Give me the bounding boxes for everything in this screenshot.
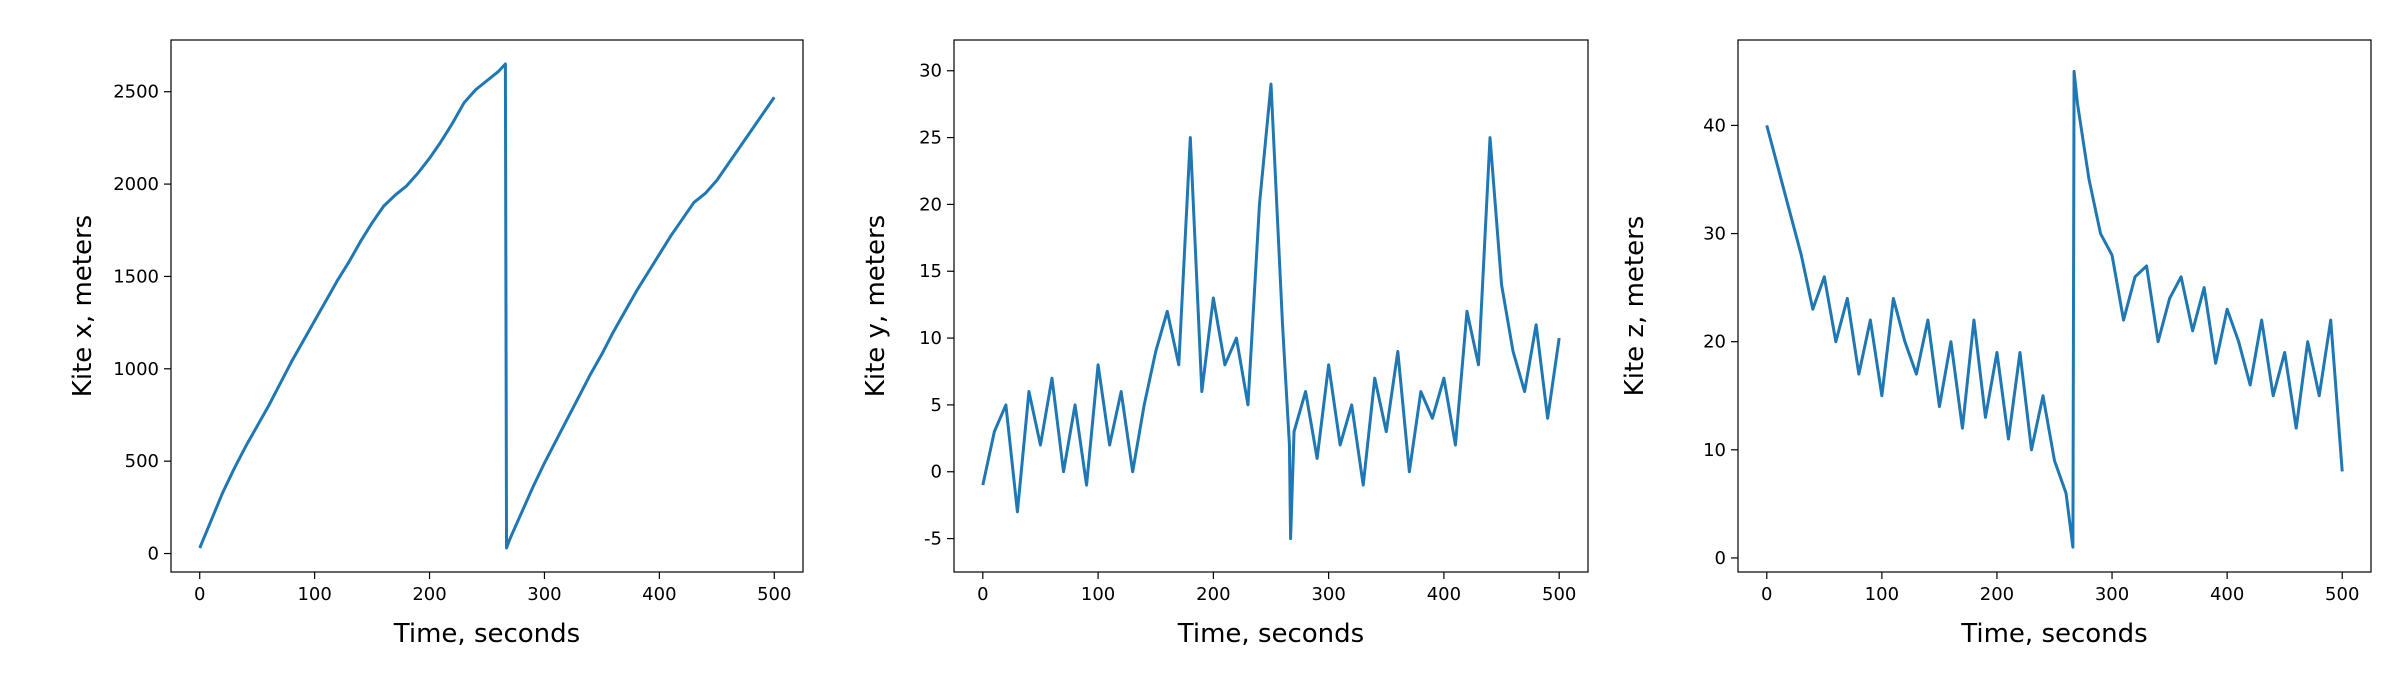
x-tick-label: 300 (527, 584, 561, 605)
axes-frame (170, 39, 804, 573)
y-tick-label: 5 (931, 395, 942, 416)
y-tick-label: 20 (919, 194, 942, 215)
y-tick-label: 40 (1703, 115, 1726, 136)
y-tick-label: 15 (919, 261, 942, 282)
y-tick-label: 1500 (113, 266, 159, 287)
x-tick-label: 100 (297, 584, 331, 605)
subplot: 0 100 200 300 400 500 0 10 20 30 40 Time, seconds Ki… (1620, 39, 2372, 649)
y-tick-label: 20 (1703, 332, 1726, 353)
x-axis-label: Time, seconds (393, 619, 580, 649)
y-tick-label: 0 (931, 462, 942, 483)
x-tick-label: 0 (977, 584, 988, 605)
y-tick-label: 2000 (113, 174, 159, 195)
y-tick-label: 25 (919, 128, 942, 149)
data-line (981, 82, 1561, 541)
y-tick-label: 30 (1703, 224, 1726, 245)
axes-frame (1737, 39, 2372, 573)
x-tick-label: 400 (2210, 584, 2244, 605)
y-tick-label: 0 (1715, 548, 1726, 569)
x-tick-label: 200 (1980, 584, 2014, 605)
y-tick-label: 10 (1703, 440, 1726, 461)
x-tick-label: 300 (1311, 584, 1345, 605)
y-axis-label: Kite x, meters (68, 215, 98, 397)
y-axis-label: Kite z, meters (1620, 216, 1650, 397)
y-tick-label: 500 (125, 451, 159, 472)
x-tick-label: 100 (1865, 584, 1899, 605)
x-tick-label: 400 (1427, 584, 1461, 605)
y-tick-label: 0 (148, 544, 159, 565)
x-tick-label: 0 (1761, 584, 1772, 605)
y-tick-label: 10 (919, 328, 942, 349)
subplot: 0 100 200 300 400 500 0 500 1000 1500 2000 2500 Time… (68, 39, 804, 649)
x-tick-label: 500 (757, 584, 791, 605)
x-tick-label: 0 (194, 584, 205, 605)
y-tick-label: -5 (924, 529, 942, 550)
x-tick-label: 200 (412, 584, 446, 605)
axes-frame (953, 39, 1589, 573)
y-tick-label: 30 (919, 61, 942, 82)
x-axis-label: Time, seconds (1960, 619, 2147, 649)
x-tick-label: 100 (1081, 584, 1115, 605)
x-axis-label: Time, seconds (1177, 619, 1364, 649)
x-tick-label: 400 (642, 584, 676, 605)
x-tick-label: 500 (1542, 584, 1576, 605)
x-tick-label: 200 (1196, 584, 1230, 605)
x-tick-label: 300 (2095, 584, 2129, 605)
data-line (198, 62, 776, 550)
y-tick-label: 1000 (113, 359, 159, 380)
x-tick-label: 500 (2325, 584, 2359, 605)
data-line (1765, 69, 2344, 549)
y-axis-label: Kite y, meters (861, 215, 891, 397)
subplot: 0 100 200 300 400 500 -5 0 5 10 15 20 25 30 Time, seco… (861, 39, 1589, 649)
y-tick-label: 2500 (113, 82, 159, 103)
